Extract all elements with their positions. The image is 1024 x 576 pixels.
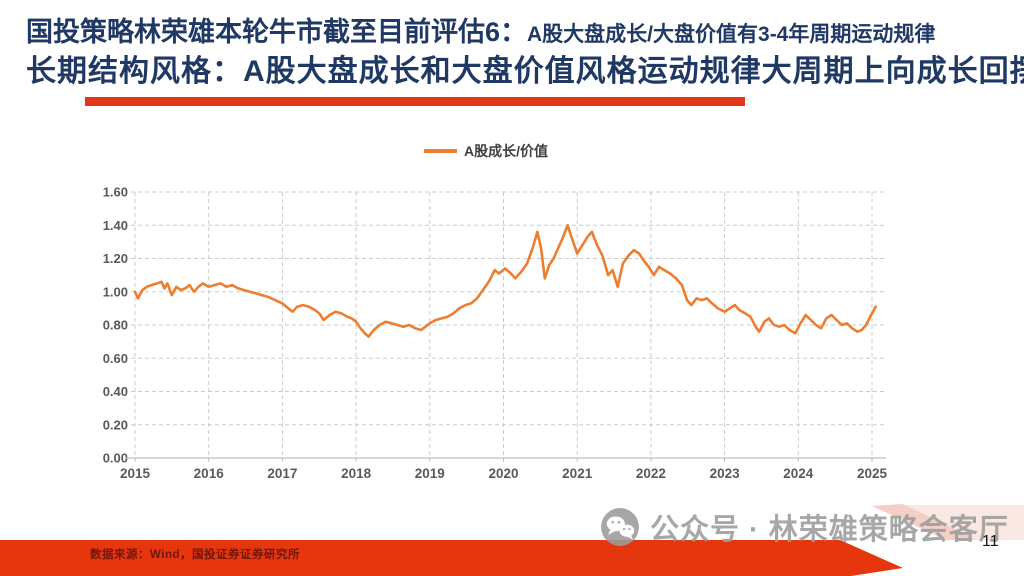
watermark: 公众号 · 林荣雄策略会客厅 bbox=[600, 506, 1009, 548]
y-axis-label: 1.20 bbox=[103, 251, 128, 266]
x-axis-label: 2024 bbox=[783, 466, 814, 481]
wechat-icon bbox=[601, 508, 639, 546]
legend-label: A股成长/价值 bbox=[464, 143, 548, 159]
x-axis-label: 2019 bbox=[415, 466, 445, 481]
y-axis-label: 0.80 bbox=[103, 318, 128, 333]
title-line-2: 长期结构风格：A股大盘成长和大盘价值风格运动规律大周期上向成长回摆 bbox=[26, 55, 1024, 88]
title-line-1-sub: A股大盘成长/大盘价值有3-4年周期运动规律 bbox=[527, 23, 936, 46]
x-axis-label: 2017 bbox=[267, 466, 297, 481]
data-source-note: 数据来源：Wind，国投证券证券研究所 bbox=[90, 549, 300, 561]
footer-accent-stripe bbox=[872, 504, 977, 540]
title-line-1-main: 国投策略林荣雄本轮牛市截至目前评估6： bbox=[26, 17, 528, 47]
x-axis-label: 2023 bbox=[710, 466, 741, 481]
watermark-text: 公众号 · 林荣雄策略会客厅 bbox=[650, 514, 1009, 546]
growth-value-ratio-chart: 0.00 0.20 0.40 0.60 0.80 1.00 1.20 1.40 1.60 2015… bbox=[103, 185, 888, 482]
y-axis-label: 0.60 bbox=[103, 351, 128, 366]
y-axis-label: 1.00 bbox=[103, 284, 128, 299]
chart-legend: A股成长/价值 bbox=[424, 141, 548, 161]
legend-line-swatch bbox=[424, 149, 457, 153]
x-axis-label: 2025 bbox=[857, 466, 888, 481]
title-underline-bar bbox=[85, 97, 745, 106]
slide-title: 国投策略林荣雄本轮牛市截至目前评估6：A股大盘成长/大盘价值有3-4年周期运动规… bbox=[26, 14, 1024, 90]
title-line-1: 国投策略林荣雄本轮牛市截至目前评估6：A股大盘成长/大盘价值有3-4年周期运动规… bbox=[26, 14, 1018, 53]
y-axis-label: 1.60 bbox=[103, 185, 128, 200]
chart-line-A股成长/价值 bbox=[133, 223, 878, 338]
footer-band bbox=[0, 540, 903, 576]
footer-wash-shape bbox=[900, 505, 1024, 540]
x-axis-label: 2021 bbox=[562, 466, 593, 481]
y-axis-label: 1.40 bbox=[103, 218, 128, 233]
x-axis-label: 2020 bbox=[488, 466, 518, 481]
page-number: 11 bbox=[982, 533, 999, 550]
x-axis-label: 2016 bbox=[194, 466, 225, 481]
y-axis-label: 0.00 bbox=[103, 451, 128, 466]
x-axis-label: 2018 bbox=[341, 466, 372, 481]
y-axis-label: 0.40 bbox=[103, 384, 128, 399]
x-axis-label: 2015 bbox=[120, 466, 151, 481]
y-axis-label: 0.20 bbox=[103, 417, 128, 432]
x-axis-label: 2022 bbox=[636, 466, 666, 481]
